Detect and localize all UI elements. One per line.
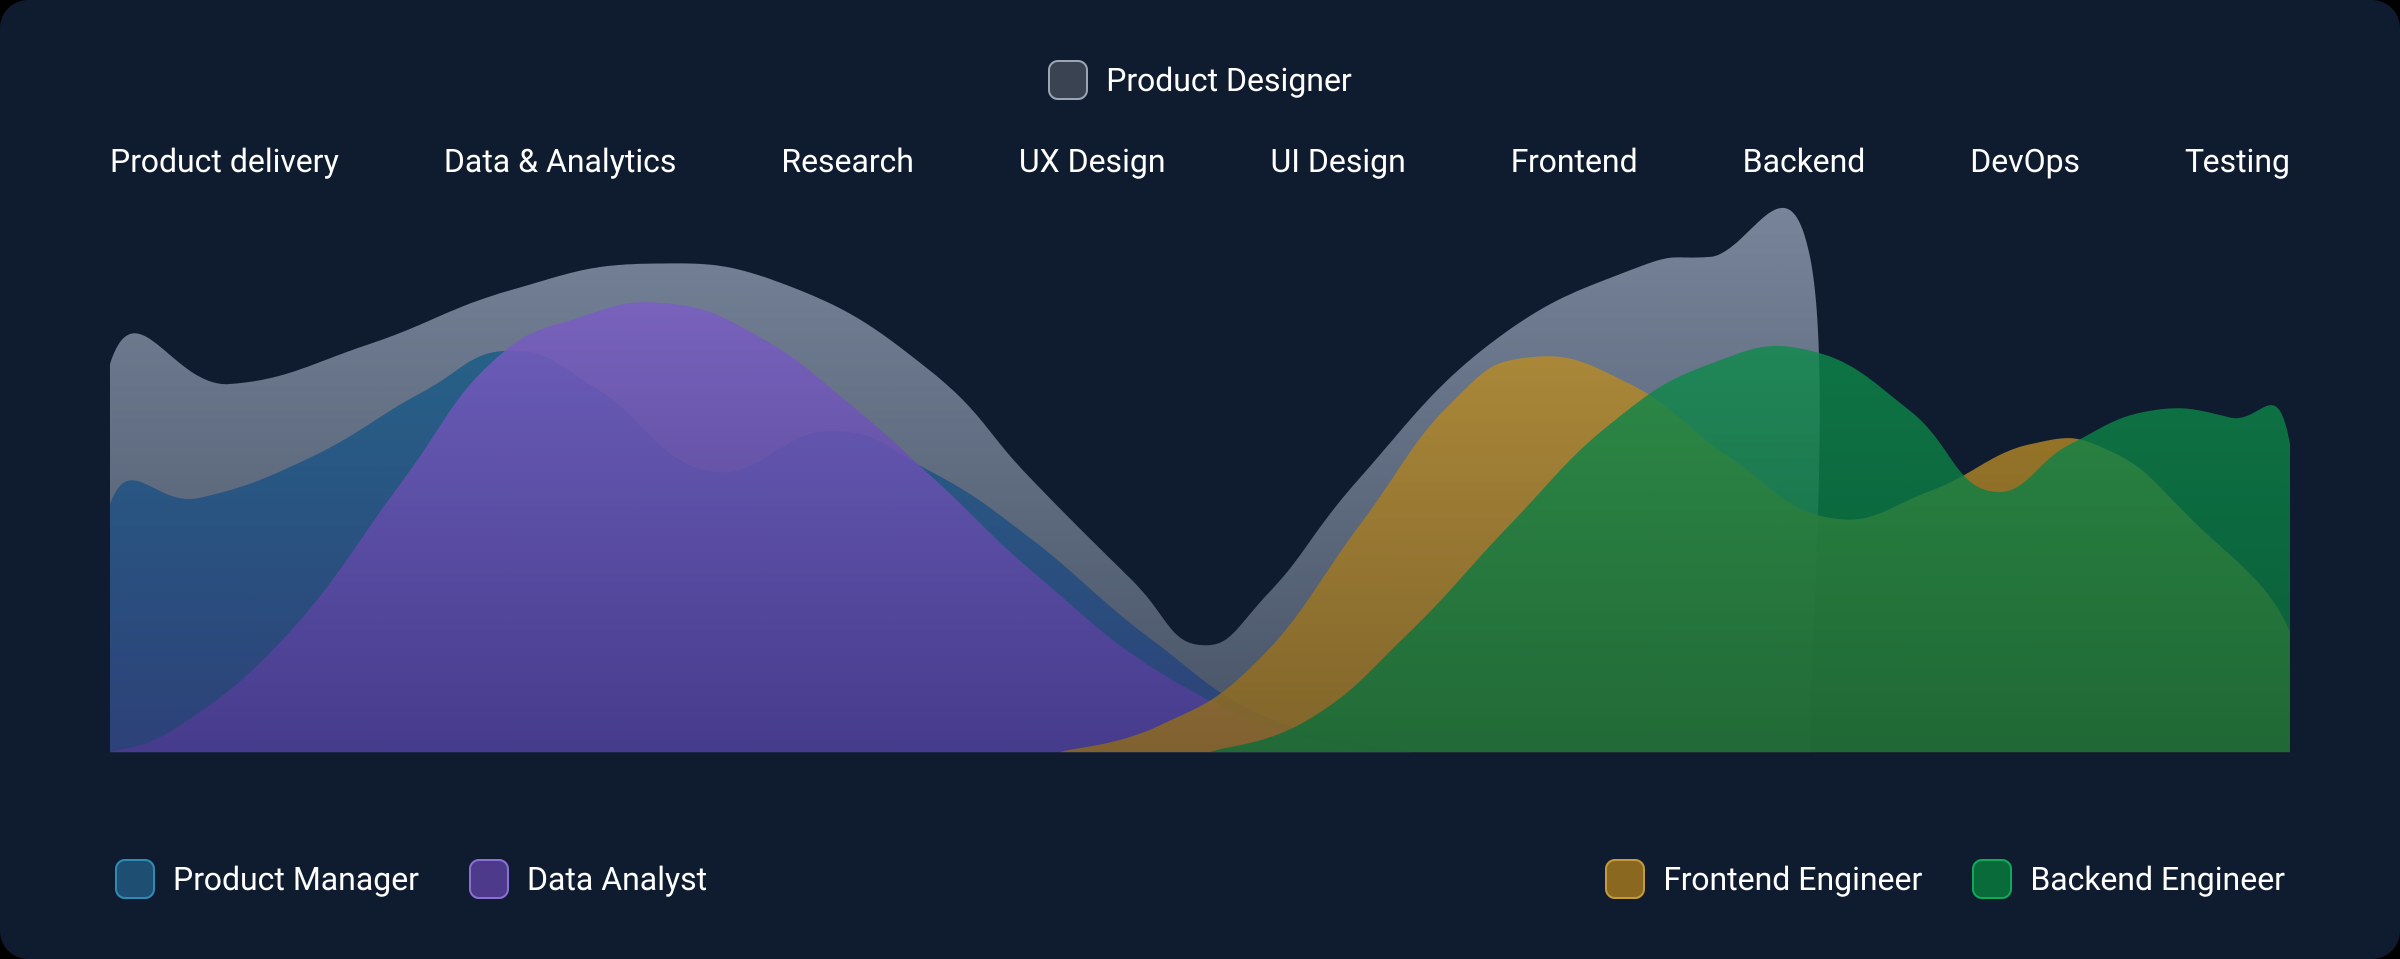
chart-card: Product Designer Product delivery Data &… xyxy=(0,0,2400,959)
category-label: UX Design xyxy=(1019,142,1166,180)
frontend-engineer-swatch xyxy=(1605,859,1645,899)
backend-engineer-swatch xyxy=(1972,859,2012,899)
legend-item-frontend-engineer: Frontend Engineer xyxy=(1605,859,1922,899)
category-label: Testing xyxy=(2185,142,2290,180)
legend-label: Product Manager xyxy=(173,860,419,898)
bottom-legend: Product Manager Data Analyst Frontend En… xyxy=(0,819,2400,899)
product-manager-swatch xyxy=(115,859,155,899)
top-legend: Product Designer xyxy=(0,60,2400,100)
area-chart-svg xyxy=(110,190,2290,819)
category-label: UI Design xyxy=(1270,142,1405,180)
category-label: Backend xyxy=(1743,142,1866,180)
legend-label: Data Analyst xyxy=(527,860,707,898)
category-axis: Product delivery Data & Analytics Resear… xyxy=(0,142,2400,180)
product-designer-swatch xyxy=(1048,60,1088,100)
chart-area xyxy=(0,190,2400,819)
category-label: Data & Analytics xyxy=(444,142,676,180)
data-analyst-swatch xyxy=(469,859,509,899)
legend-label: Frontend Engineer xyxy=(1663,860,1922,898)
category-label: DevOps xyxy=(1970,142,2080,180)
legend-label: Backend Engineer xyxy=(2030,860,2285,898)
category-label: Product delivery xyxy=(110,142,339,180)
category-label: Research xyxy=(781,142,914,180)
legend-item-backend-engineer: Backend Engineer xyxy=(1972,859,2285,899)
category-label: Frontend xyxy=(1511,142,1638,180)
legend-item-data-analyst: Data Analyst xyxy=(469,859,707,899)
top-legend-label: Product Designer xyxy=(1106,61,1352,99)
legend-item-product-manager: Product Manager xyxy=(115,859,419,899)
